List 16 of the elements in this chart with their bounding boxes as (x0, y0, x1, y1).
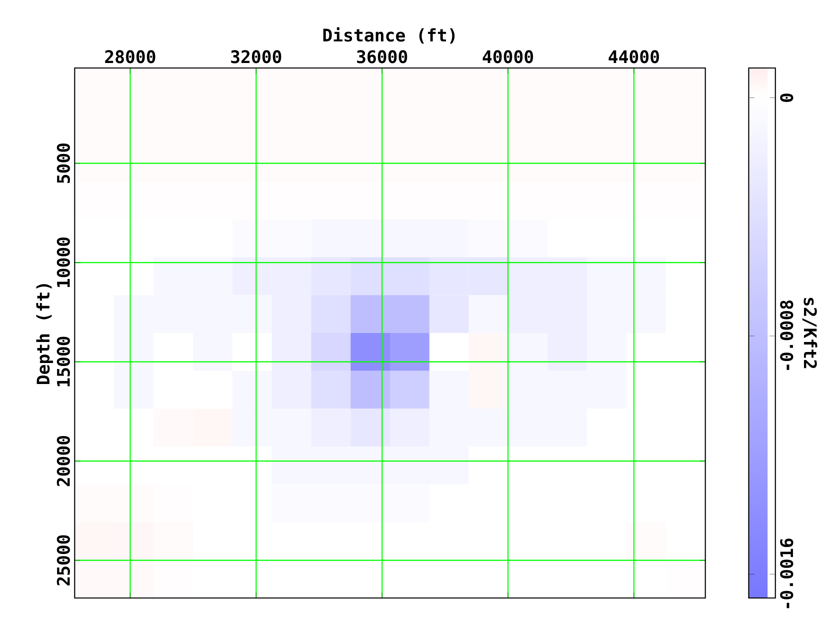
y-tick-label: 25000 (56, 535, 70, 586)
y-axis-title: Depth (ft) (36, 284, 54, 384)
x-tick-label: 40000 (482, 50, 534, 64)
color-bar-label: 0 (780, 94, 794, 102)
y-tick-label: 10000 (56, 238, 70, 288)
y-tick-label: 15000 (56, 336, 70, 386)
y-tick-label: 20000 (56, 436, 70, 486)
x-axis-title: Distance (ft) (323, 27, 455, 44)
color-bar-label: -0.0016 (780, 538, 794, 608)
y-tick-label: 5000 (56, 143, 70, 183)
x-tick-label: 28000 (105, 50, 156, 64)
x-tick-label: 32000 (231, 50, 282, 64)
color-bar-title: s2/Kft2 (802, 298, 818, 368)
x-tick-label: 44000 (608, 50, 659, 64)
color-bar-label: -0.0008 (780, 300, 794, 370)
x-tick-label: 36000 (357, 50, 408, 64)
